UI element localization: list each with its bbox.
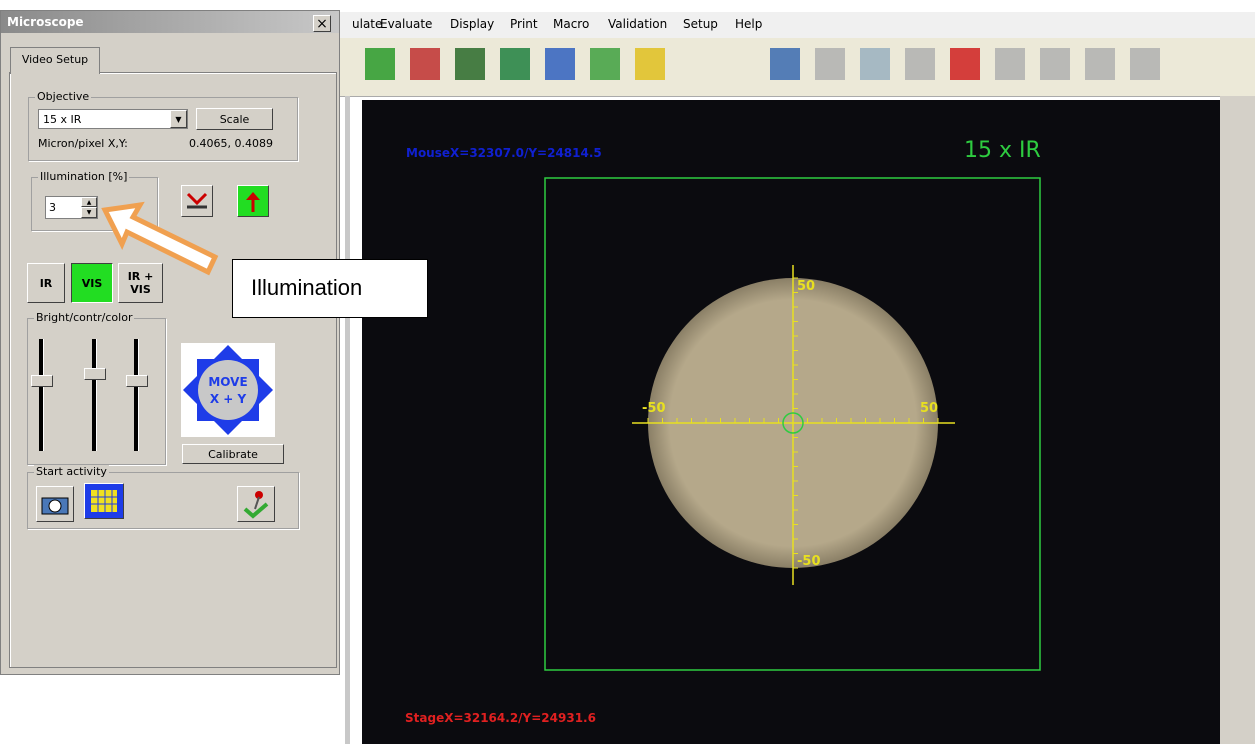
side-strip bbox=[345, 96, 350, 744]
tool-icon[interactable] bbox=[1040, 48, 1070, 80]
tool-icon[interactable] bbox=[950, 48, 980, 80]
tool-icon[interactable] bbox=[545, 48, 575, 80]
select-value: 15 x IR bbox=[43, 113, 82, 126]
icon bbox=[243, 491, 269, 519]
icon bbox=[91, 490, 117, 512]
tool-icon[interactable] bbox=[410, 48, 440, 80]
tool-icon[interactable] bbox=[1085, 48, 1115, 80]
group-label: Start activity bbox=[34, 465, 109, 478]
slider-track bbox=[134, 339, 139, 451]
tool-icon[interactable] bbox=[500, 48, 530, 80]
menu-item[interactable]: Setup bbox=[683, 17, 718, 31]
icon bbox=[246, 192, 260, 212]
right-strip bbox=[1220, 96, 1255, 744]
axis-label: -50 bbox=[642, 401, 666, 416]
crosshair-ticks bbox=[647, 277, 939, 569]
group-label: Objective bbox=[35, 90, 92, 103]
tool-icon[interactable] bbox=[815, 48, 845, 80]
illumination-spinner[interactable]: 3 ▲ ▼ bbox=[45, 196, 98, 219]
scale-button[interactable]: Scale bbox=[196, 108, 273, 130]
slider-track bbox=[92, 339, 97, 451]
objective-select[interactable]: 15 x IR ▼ bbox=[38, 109, 188, 129]
menu-item[interactable]: Display bbox=[450, 17, 495, 31]
menu-item[interactable]: Print bbox=[510, 17, 538, 31]
calibrate-button[interactable]: Calibrate bbox=[182, 444, 284, 464]
tool-icon[interactable] bbox=[365, 48, 395, 80]
tool-icon[interactable] bbox=[590, 48, 620, 80]
tool-icon[interactable] bbox=[995, 48, 1025, 80]
menu-item[interactable]: ulate bbox=[352, 17, 383, 31]
start-group: Start activity bbox=[27, 465, 299, 529]
slider-thumb[interactable] bbox=[31, 375, 53, 387]
video: 50 -50 50 -50 MouseX=32307.0/Y=24814.5 1… bbox=[362, 100, 1220, 744]
menu-item[interactable]: Help bbox=[735, 17, 763, 31]
axis-label: -50 bbox=[797, 554, 821, 569]
grid-button[interactable] bbox=[84, 483, 124, 519]
arrow bbox=[101, 201, 219, 276]
title-bar bbox=[1, 11, 339, 33]
menu-item[interactable]: Evaluate bbox=[380, 17, 433, 31]
spinner-value: 3 bbox=[49, 201, 56, 214]
irvis-button[interactable]: IR + VIS bbox=[118, 263, 163, 303]
move-text: X + Y bbox=[210, 392, 247, 406]
slider-thumb[interactable] bbox=[84, 368, 106, 380]
menu-item[interactable]: Validation bbox=[608, 17, 668, 31]
crosshair bbox=[632, 265, 955, 585]
objective-group: Objective bbox=[28, 90, 298, 161]
move-text: MOVE bbox=[208, 375, 247, 389]
tool-icon[interactable] bbox=[905, 48, 935, 80]
illumination-group: Illumination [%] bbox=[31, 170, 158, 231]
micron-value: 0.4065, 0.4089 bbox=[189, 137, 273, 150]
micron-label: Micron/pixel X,Y: bbox=[38, 137, 128, 150]
slider-track bbox=[39, 339, 44, 451]
dropdown-arrow[interactable]: ▼ bbox=[170, 110, 187, 128]
menubar bbox=[340, 12, 1255, 38]
tool-icon[interactable] bbox=[635, 48, 665, 80]
stage-coords: StageX=32164.2/Y=24931.6 bbox=[405, 711, 596, 725]
objective-overlay: 15 x IR bbox=[964, 138, 1041, 163]
frame bbox=[544, 177, 1041, 671]
icon bbox=[41, 497, 69, 515]
spin-up[interactable]: ▲ bbox=[81, 197, 97, 207]
ir-button[interactable]: IR bbox=[27, 263, 65, 303]
icon bbox=[186, 192, 208, 209]
callout: Illumination bbox=[232, 259, 428, 318]
tool-icon[interactable] bbox=[860, 48, 890, 80]
spin-down[interactable]: ▼ bbox=[81, 207, 97, 218]
tool-icon[interactable] bbox=[455, 48, 485, 80]
slider-thumb[interactable] bbox=[126, 375, 148, 387]
group-label: Illumination [%] bbox=[38, 170, 130, 183]
move-icon: MOVE X + Y bbox=[183, 345, 273, 435]
vis-button[interactable]: VIS bbox=[71, 263, 113, 303]
close-button[interactable]: × bbox=[313, 15, 331, 32]
focus-down-button[interactable] bbox=[181, 185, 213, 217]
tab[interactable]: Video Setup bbox=[10, 47, 100, 74]
center-marker bbox=[782, 412, 804, 434]
menu-item[interactable]: Macro bbox=[553, 17, 590, 31]
check-button[interactable] bbox=[237, 486, 275, 522]
window-title: Microscope bbox=[7, 15, 84, 29]
group-label: Bright/contr/color bbox=[34, 311, 135, 324]
move-control[interactable]: MOVE X + Y bbox=[181, 343, 275, 437]
tool-icon[interactable] bbox=[770, 48, 800, 80]
tab-body bbox=[9, 72, 337, 668]
tool-icon[interactable] bbox=[1130, 48, 1160, 80]
axis-label: 50 bbox=[797, 279, 815, 294]
focus-up-button[interactable] bbox=[237, 185, 269, 217]
panel: Microscope × Video Setup Objective 15 x … bbox=[0, 10, 340, 675]
mouse-coords: MouseX=32307.0/Y=24814.5 bbox=[406, 146, 602, 160]
camera-button[interactable] bbox=[36, 486, 74, 522]
bright-group: Bright/contr/color bbox=[27, 311, 166, 465]
axis-label: 50 bbox=[920, 401, 938, 416]
